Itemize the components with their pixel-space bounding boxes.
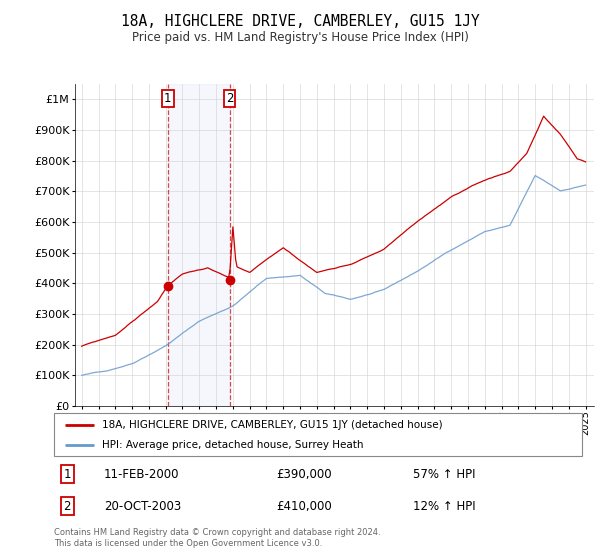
FancyBboxPatch shape: [54, 413, 582, 456]
Text: 12% ↑ HPI: 12% ↑ HPI: [413, 500, 476, 513]
Bar: [168, 84, 230, 406]
Text: Contains HM Land Registry data © Crown copyright and database right 2024.
This d: Contains HM Land Registry data © Crown c…: [54, 528, 380, 548]
Text: 1: 1: [64, 468, 71, 480]
Text: £390,000: £390,000: [276, 468, 331, 480]
Text: 18A, HIGHCLERE DRIVE, CAMBERLEY, GU15 1JY (detached house): 18A, HIGHCLERE DRIVE, CAMBERLEY, GU15 1J…: [101, 420, 442, 430]
Text: 11-FEB-2000: 11-FEB-2000: [104, 468, 179, 480]
Text: 1: 1: [164, 92, 172, 105]
Text: Price paid vs. HM Land Registry's House Price Index (HPI): Price paid vs. HM Land Registry's House …: [131, 31, 469, 44]
Text: £410,000: £410,000: [276, 500, 332, 513]
Text: 20-OCT-2003: 20-OCT-2003: [104, 500, 181, 513]
Text: HPI: Average price, detached house, Surrey Heath: HPI: Average price, detached house, Surr…: [101, 440, 363, 450]
Text: 2: 2: [64, 500, 71, 513]
Text: 57% ↑ HPI: 57% ↑ HPI: [413, 468, 476, 480]
Text: 2: 2: [226, 92, 233, 105]
Text: 18A, HIGHCLERE DRIVE, CAMBERLEY, GU15 1JY: 18A, HIGHCLERE DRIVE, CAMBERLEY, GU15 1J…: [121, 14, 479, 29]
